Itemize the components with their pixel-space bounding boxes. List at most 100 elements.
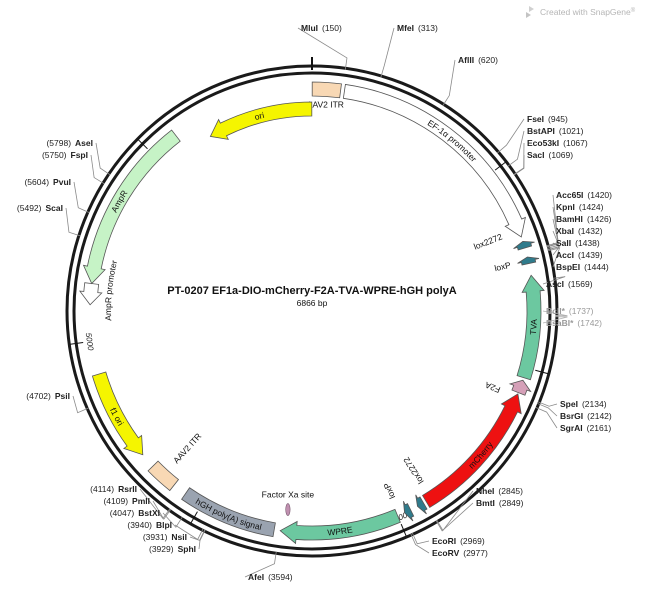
tick-label: 5000 (84, 332, 95, 351)
site-sphi[interactable]: (3929) SphI (149, 544, 196, 554)
brand-text: Created with SnapGene® (540, 7, 636, 17)
lox2272-2-shape[interactable] (415, 494, 428, 515)
site-leader-line (513, 142, 525, 175)
site-leader-line (152, 500, 172, 520)
site-bstxi[interactable]: (4047) BstXI (110, 508, 160, 518)
wpre-shape[interactable] (279, 508, 401, 545)
backbone-inner-strand (72, 71, 552, 551)
site-mlui[interactable]: MluI (150) (301, 23, 342, 33)
site-leader-line (139, 488, 171, 520)
f1-ori-shape[interactable] (91, 371, 144, 456)
site-psii[interactable]: (4702) PsiI (26, 391, 70, 401)
f2a-shape[interactable] (508, 379, 532, 396)
site-bsrgi[interactable]: BsrGI (2142) (560, 411, 612, 421)
aav2-itr-2-shape[interactable] (147, 460, 180, 492)
mcherry-shape[interactable] (421, 393, 522, 508)
factor-xa-site: Factor Xa site (262, 490, 314, 516)
tick-mark (400, 523, 407, 537)
feature-ori[interactable]: ori (209, 101, 313, 140)
tick-mark (70, 342, 84, 345)
site-mfei[interactable]: MfeI (313) (397, 23, 438, 33)
site-asci[interactable]: AscI (1569) (546, 279, 593, 289)
lox2272-1-label: lox2272 (472, 231, 504, 251)
site-scai[interactable]: (5492) ScaI (17, 203, 63, 213)
site-fspi[interactable]: (5750) FspI (42, 150, 88, 160)
site-leader-line (73, 181, 90, 213)
site-nsii[interactable]: (3931) NsiI (143, 532, 187, 542)
site-eco53ki[interactable]: Eco53kI (1067) (527, 138, 588, 148)
aav2-itr-1-label: AAV2 ITR (307, 100, 344, 110)
site-aflii[interactable]: AflII (620) (458, 55, 498, 65)
ampr-promoter-shape[interactable] (78, 282, 103, 306)
feature-lox2272-1[interactable]: lox2272 (472, 231, 535, 252)
loxp-2-shape[interactable] (403, 500, 415, 522)
site-spei[interactable]: SpeI (2134) (560, 399, 607, 409)
site-leader-line (537, 403, 558, 417)
site-rsrii[interactable]: (4114) RsrII (90, 484, 137, 494)
site-blpi[interactable]: (3940) BlpI (127, 520, 172, 530)
site-sali[interactable]: SalI (1438) (556, 238, 600, 248)
lox2272-1-shape[interactable] (513, 240, 535, 251)
loxp-1-label: loxP (493, 260, 512, 274)
aav2-itr-1-shape[interactable] (311, 81, 342, 99)
hgh-polya-shape[interactable] (181, 487, 276, 538)
feature-aav2-itr-1[interactable]: AAV2 ITR (307, 81, 344, 110)
site-ecori[interactable]: EcoRI (2969) (432, 536, 485, 546)
site-kpni[interactable]: KpnI (1424) (556, 202, 604, 212)
restriction-sites: MluI (150) MfeI (313) AflII (620) FseI (945) Bst… (17, 23, 612, 582)
hgh-polya-label: hGH poly(A) signal (194, 496, 263, 532)
site-leader-line (198, 529, 206, 550)
ampr-shape[interactable] (82, 129, 181, 285)
site-sgrai[interactable]: SgrAI (2161) (560, 423, 611, 433)
feature-f2a[interactable]: F2A (483, 379, 532, 396)
ampr-promoter-label: AmpR promoter (103, 259, 119, 321)
feature-aav2-itr-2[interactable]: AAV2 ITR (147, 431, 203, 492)
site-bmti[interactable]: BmtI (2849) (476, 498, 524, 508)
feature-loxp-1[interactable]: loxP (493, 256, 540, 274)
site-saci[interactable]: SacI (1069) (527, 150, 573, 160)
site-pvui[interactable]: (5604) PvuI (24, 177, 71, 187)
site-leader-line (411, 532, 430, 545)
loxp-1-shape[interactable] (517, 256, 540, 266)
snapgene-logo-icon (526, 6, 534, 18)
site-leader-line (535, 406, 558, 429)
loxp-2-label: loxP (381, 481, 397, 500)
site-ecorv[interactable]: EcoRV (2977) (432, 548, 488, 558)
site-leader-line (65, 207, 81, 237)
site-bspei[interactable]: BspEI (1444) (556, 262, 609, 272)
site-leader-line (297, 27, 348, 70)
site-fsei[interactable]: FseI (945) (527, 114, 568, 124)
snapgene-watermark: Created with SnapGene® (526, 6, 636, 18)
tick-mark (535, 369, 548, 375)
site-leader-line (542, 276, 566, 285)
backbone (65, 57, 559, 558)
site-bamhi[interactable]: BamHI (1426) (556, 214, 612, 224)
site-pmli[interactable]: (4109) PmlI (103, 496, 150, 506)
factor-xa-marker[interactable] (285, 503, 291, 516)
feature-tva[interactable]: TVA (516, 274, 545, 381)
site-xbai[interactable]: XbaI (1432) (556, 226, 603, 236)
site-afei[interactable]: AfeI (3594) (248, 572, 293, 582)
wpre-label: WPRE (327, 524, 354, 537)
site-leader-line (507, 130, 525, 167)
backbone-outer-strand (65, 64, 559, 558)
tva-label: TVA (528, 318, 539, 335)
site-acci[interactable]: AccI (1439) (556, 250, 603, 260)
site-leader-line (547, 247, 561, 268)
tick-mark (190, 511, 198, 524)
tva-shape[interactable] (516, 274, 545, 381)
site-bstapi[interactable]: BstAPI (1021) (527, 126, 584, 136)
site-leader-line (380, 27, 395, 78)
site-leader-line (90, 154, 105, 185)
site-asei[interactable]: (5798) AseI (46, 138, 93, 148)
site-bsabi[interactable]: BsaBI* (1742) (546, 318, 602, 328)
site-acc65i[interactable]: Acc65I (1420) (556, 190, 612, 200)
site-bcli[interactable]: BclI* (1737) (546, 306, 594, 316)
ef1a-promoter-shape[interactable] (342, 83, 526, 238)
feature-wpre[interactable]: WPRE (279, 508, 401, 545)
ori-shape[interactable] (209, 101, 313, 140)
feature-f1-ori[interactable]: f1 ori (91, 371, 144, 456)
site-nhei[interactable]: NheI (2845) (476, 486, 523, 496)
